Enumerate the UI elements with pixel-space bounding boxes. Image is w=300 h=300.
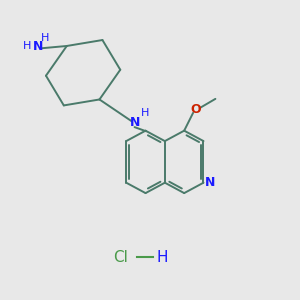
Text: N: N xyxy=(205,176,215,189)
Text: H: H xyxy=(156,250,168,265)
Text: N: N xyxy=(33,40,44,53)
Text: H: H xyxy=(141,108,150,118)
Text: H: H xyxy=(41,33,50,43)
Text: H: H xyxy=(23,41,32,51)
Text: N: N xyxy=(130,116,140,129)
Text: O: O xyxy=(191,103,201,116)
Text: Cl: Cl xyxy=(113,250,128,265)
